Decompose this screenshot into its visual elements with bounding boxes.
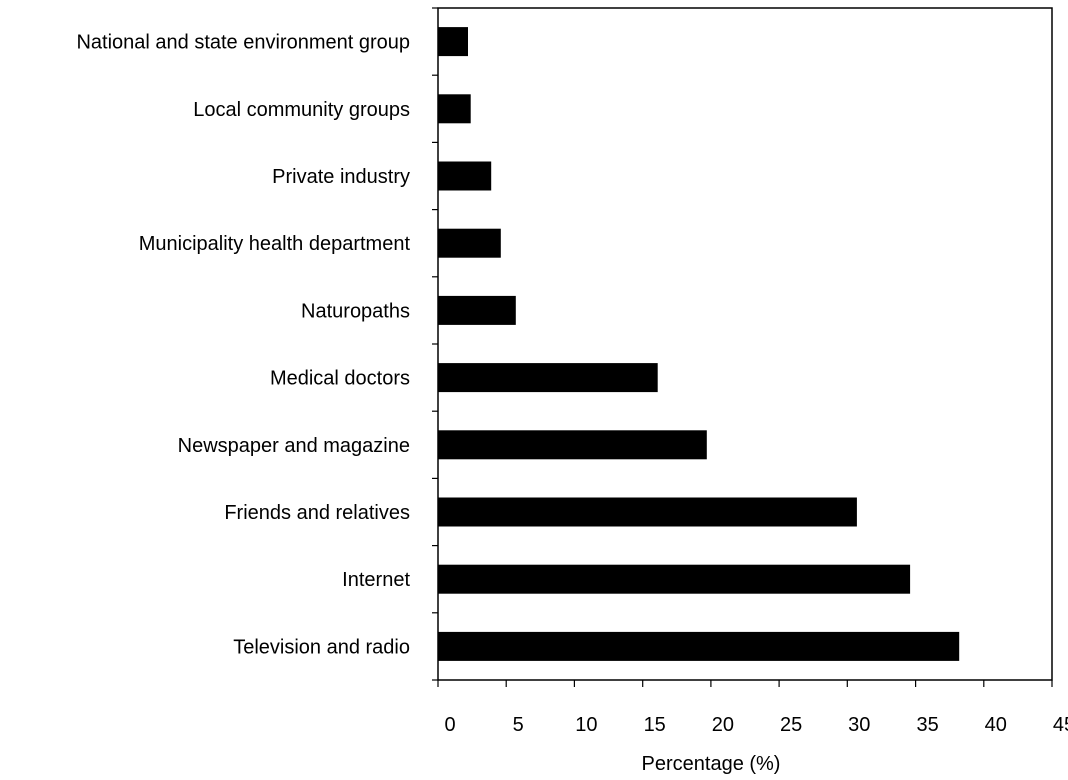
category-label-4: Municipality health department [139,233,411,255]
x-tick-label-35: 35 [916,714,938,736]
bar-10 [438,631,960,661]
category-label-1: National and state environment group [76,32,410,54]
x-tick-label-15: 15 [644,714,666,736]
x-tick-label-40: 40 [985,714,1007,736]
bar-3 [438,161,492,191]
bar-4 [438,228,501,258]
category-label-5: Naturopaths [301,300,410,322]
category-label-7: Newspaper and magazine [178,435,410,457]
bar-8 [438,497,857,527]
x-tick-label-25: 25 [780,714,802,736]
bars [438,27,960,661]
bar-7 [438,430,707,460]
category-labels: National and state environment group Loca… [76,32,410,659]
axes [432,7,1053,687]
bar-1 [438,27,468,57]
x-tick-label-5: 5 [513,714,524,736]
bar-2 [438,94,471,124]
x-axis-title: Percentage (%) [642,753,781,775]
x-tick-label-20: 20 [712,714,734,736]
bar-9 [438,564,911,594]
category-label-9: Internet [342,569,410,591]
category-label-3: Private industry [272,166,410,188]
category-label-10: Television and radio [233,636,410,658]
bar-5 [438,295,516,325]
x-tick-label-0: 0 [444,714,455,736]
category-label-6: Medical doctors [270,368,410,390]
x-tick-label-10: 10 [575,714,597,736]
category-label-8: Friends and relatives [224,502,410,524]
x-tick-label-30: 30 [848,714,870,736]
bar-6 [438,363,658,393]
x-tick-label-45: 45 [1053,714,1068,736]
category-label-2: Local community groups [193,99,410,121]
tick-labels: 0 5 10 15 20 25 30 35 40 45 [444,714,1068,736]
